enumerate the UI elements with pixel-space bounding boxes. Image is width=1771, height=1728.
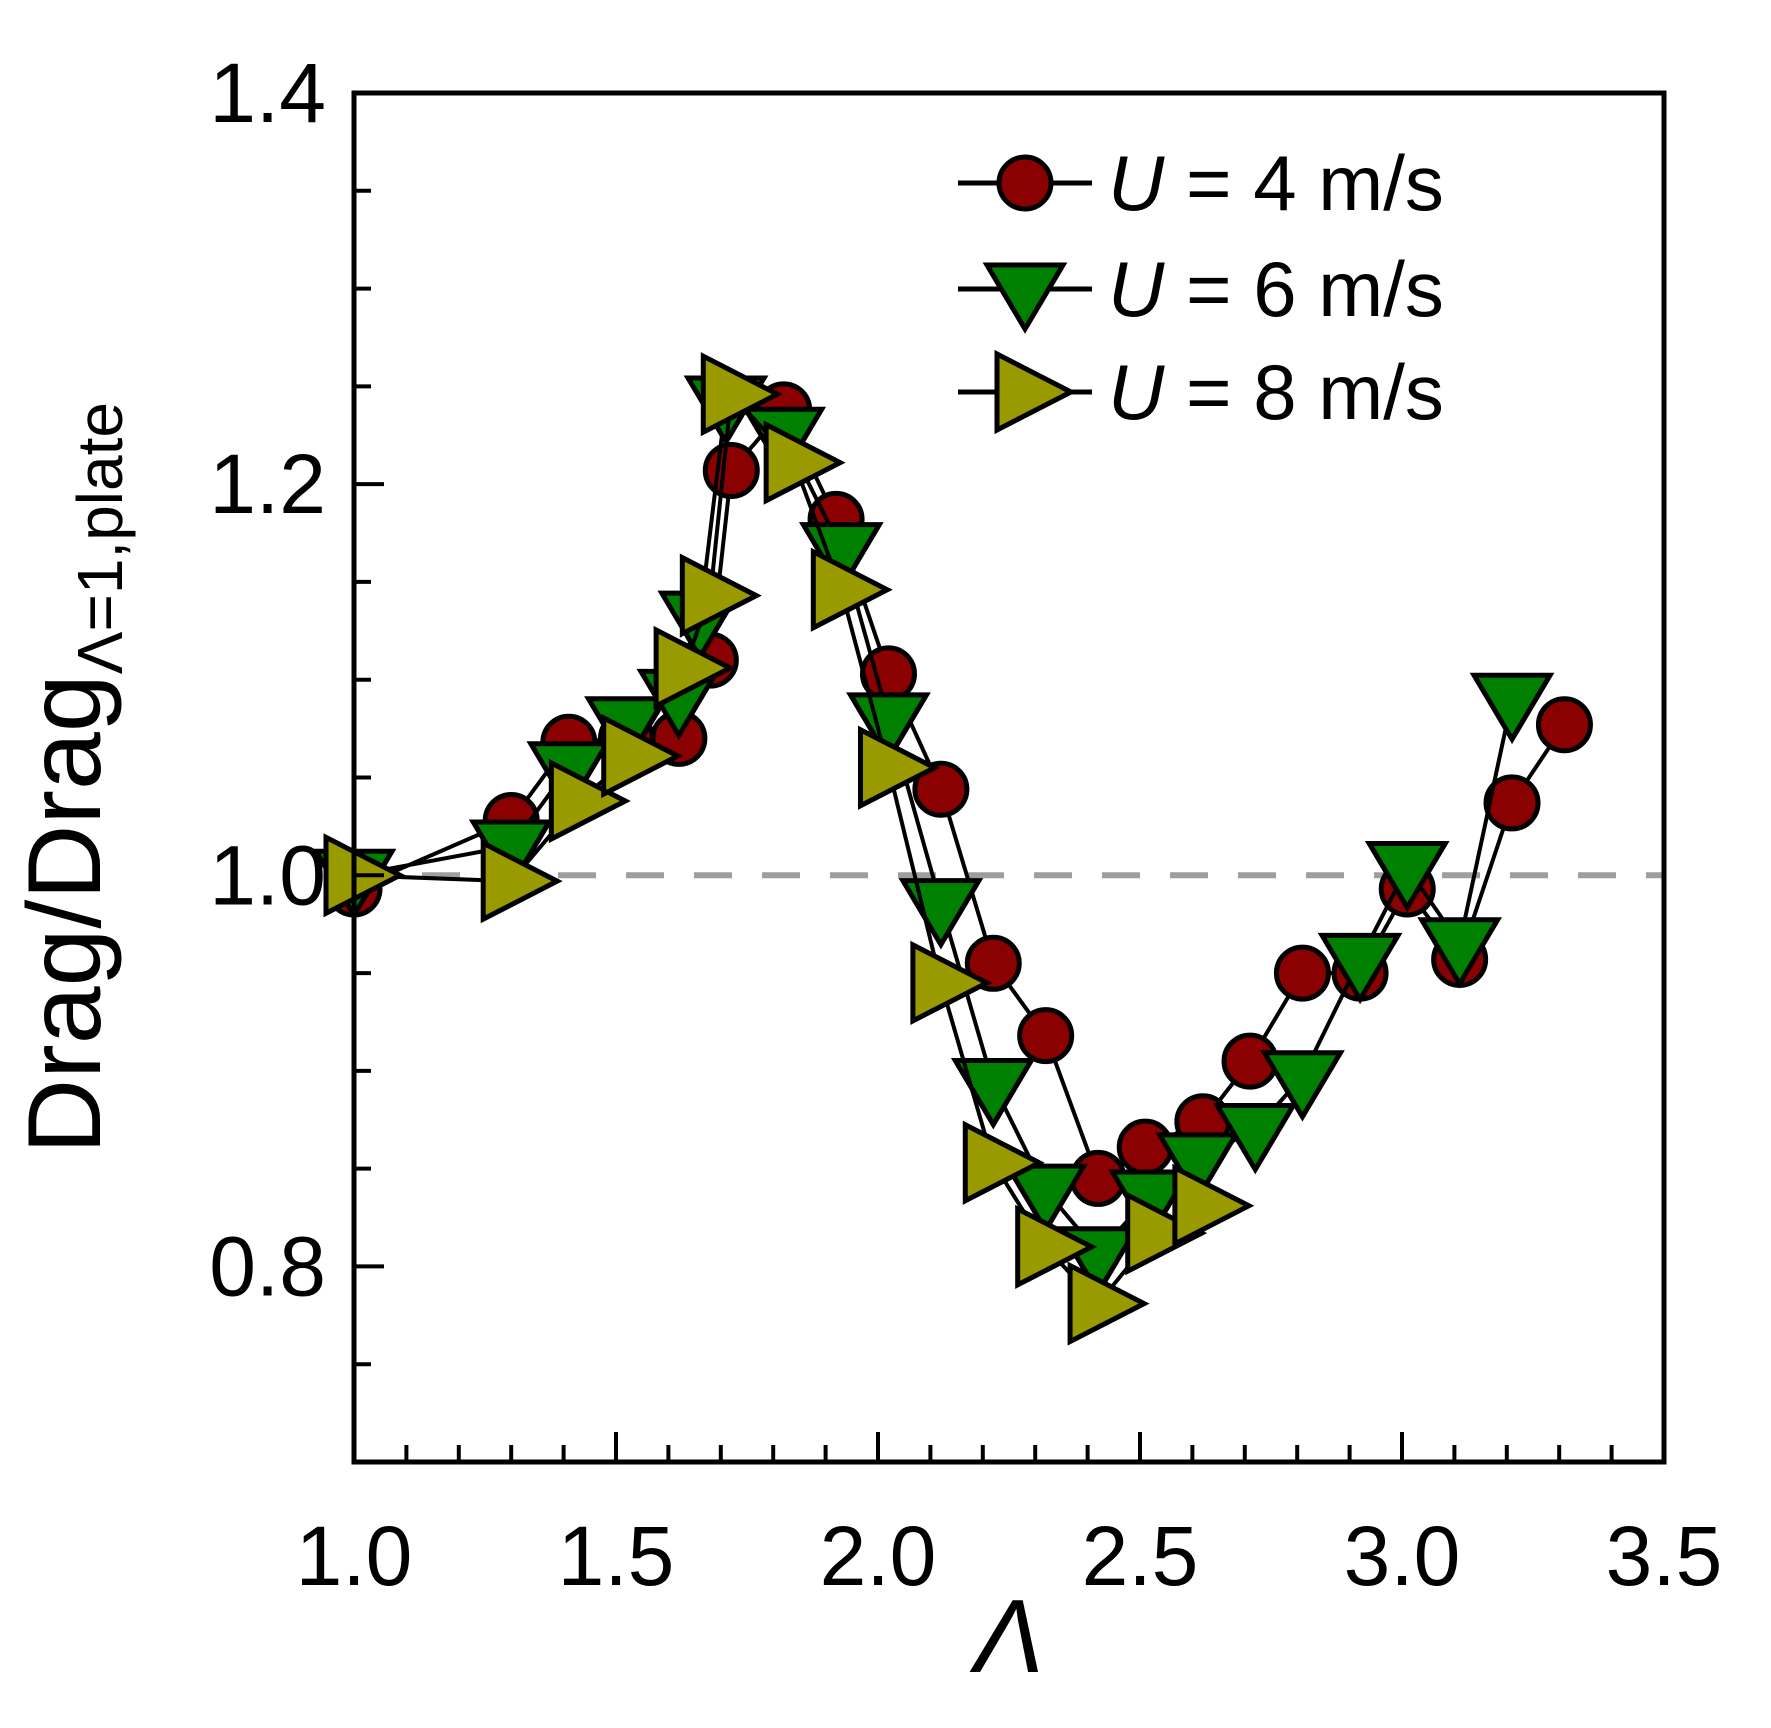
x-tick-label: 2.5 <box>1082 1509 1199 1603</box>
data-point-u6 <box>898 878 984 950</box>
y-tick-label: 0.8 <box>209 1219 326 1313</box>
data-point-u8 <box>910 940 993 1025</box>
data-point-u6 <box>1260 1050 1345 1122</box>
data-point-u4 <box>1017 1007 1075 1065</box>
x-tick-label: 1.5 <box>558 1509 675 1603</box>
legend-label-u4: U = 4 m/s <box>1108 139 1444 227</box>
x-tick-label: 1.0 <box>296 1509 413 1603</box>
x-tick-label: 3.0 <box>1344 1509 1461 1603</box>
data-point-u8 <box>962 1120 1045 1205</box>
y-axis-title: Drag/DragΛ=1,plate <box>7 402 136 1154</box>
series-group <box>311 352 1593 1346</box>
data-point-u6 <box>1155 1132 1241 1204</box>
x-tick-label: 2.0 <box>820 1509 937 1603</box>
data-point-u8 <box>1125 1191 1208 1276</box>
data-point-u8 <box>1015 1204 1098 1289</box>
data-point-u4 <box>912 760 970 818</box>
data-point-u8 <box>653 625 736 711</box>
legend-marker-u4 <box>996 154 1054 212</box>
data-point-u6 <box>1469 672 1555 745</box>
data-point-u8 <box>857 725 940 810</box>
data-point-u8 <box>601 713 684 799</box>
data-point-u4 <box>1273 944 1331 1002</box>
legend-label-variable: U <box>1108 348 1165 436</box>
data-point-u4 <box>1483 774 1541 832</box>
data-point-u4 <box>964 934 1022 992</box>
data-point-u8 <box>480 839 563 924</box>
data-point-u6 <box>1317 932 1403 1005</box>
data-point-u6 <box>1417 917 1503 989</box>
tick-labels-group: 1.0 1.5 2.0 2.5 3.0 3.5 0.8 1.0 1.2 1.4 <box>209 46 1722 1603</box>
legend-item-u4: U = 4 m/s <box>958 139 1444 227</box>
data-point-u6 <box>1364 840 1450 913</box>
legend-label-rest: = 4 m/s <box>1164 139 1444 227</box>
data-point-u6 <box>1003 1163 1089 1236</box>
legend-label-u6: U = 6 m/s <box>1108 245 1444 333</box>
legend-label-u8: U = 8 m/s <box>1108 348 1444 436</box>
legend-label-variable: U <box>1108 245 1165 333</box>
ticks-group <box>352 91 1666 1464</box>
data-point-u8 <box>1172 1163 1255 1248</box>
legend: U = 4 m/sU = 6 m/sU = 8 m/s <box>958 139 1444 436</box>
legend-marker-u8 <box>994 349 1077 435</box>
data-point-u8 <box>548 758 631 844</box>
legend-marker-u6 <box>982 262 1068 334</box>
data-point-u4 <box>1116 1118 1174 1176</box>
y-tick-label: 1.4 <box>209 46 326 140</box>
data-point-u4 <box>702 441 760 499</box>
legend-item-u6: U = 6 m/s <box>958 245 1444 334</box>
legend-label-rest: = 8 m/s <box>1164 348 1444 436</box>
data-point-u8 <box>763 420 846 505</box>
y-tick-label: 1.2 <box>209 437 326 531</box>
y-axis-title-subscript: Λ=1,plate <box>64 402 136 674</box>
x-axis-title: Λ <box>969 1579 1043 1695</box>
x-tick-label: 3.5 <box>1606 1509 1723 1603</box>
data-point-u4 <box>1535 696 1593 754</box>
data-point-u6 <box>1212 1103 1298 1175</box>
data-point-u8 <box>679 553 762 638</box>
y-axis-title-main: Drag/Drag <box>7 674 123 1154</box>
legend-item-u8: U = 8 m/s <box>958 348 1444 436</box>
legend-label-variable: U <box>1108 139 1165 227</box>
data-point-u8 <box>810 547 893 632</box>
data-point-u8 <box>1067 1261 1150 1346</box>
data-point-u6 <box>846 692 931 764</box>
y-tick-label: 1.0 <box>209 828 326 922</box>
legend-label-rest: = 6 m/s <box>1164 245 1444 333</box>
data-point-u8 <box>700 352 783 437</box>
